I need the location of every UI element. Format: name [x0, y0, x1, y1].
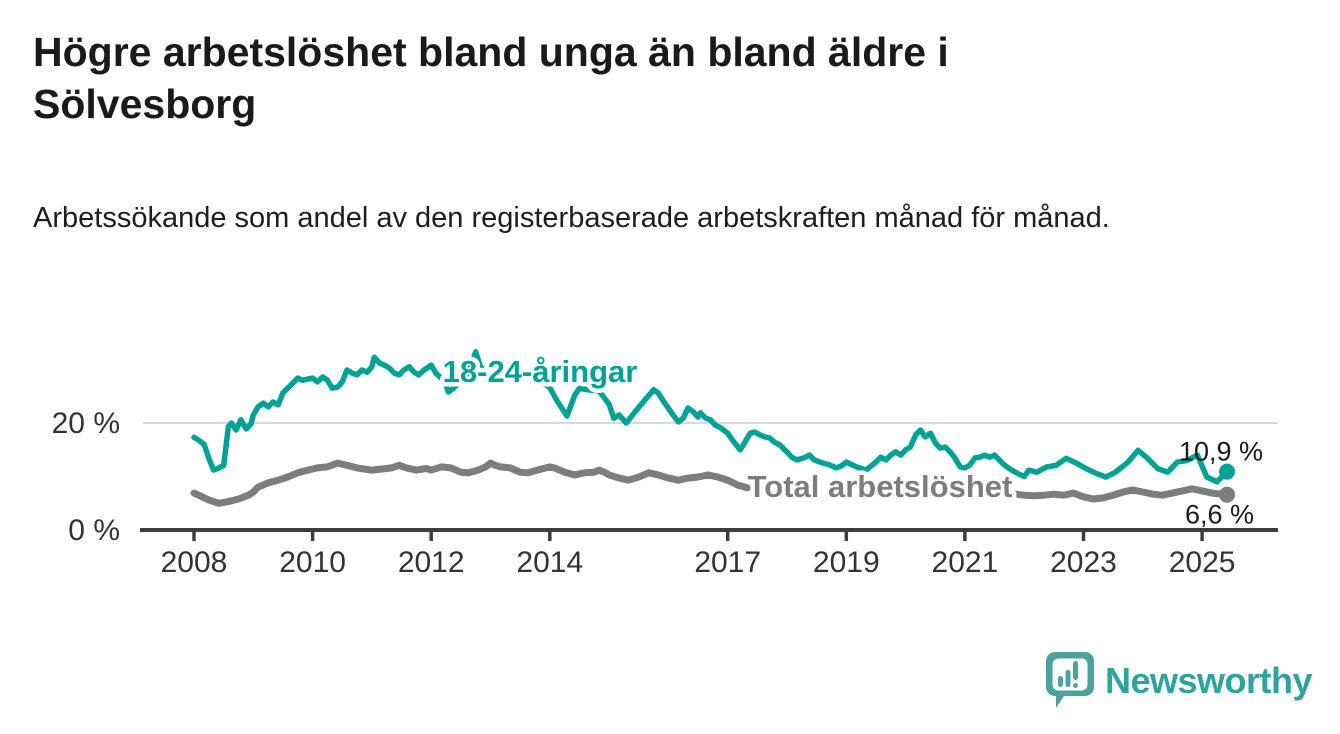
newsworthy-logo: Newsworthy [1045, 652, 1313, 710]
x-axis-tick-label: 2023 [1050, 546, 1117, 579]
page-title: Högre arbetslöshet bland unga än bland ä… [33, 29, 949, 128]
series-label-total: Total arbetslöshet [748, 469, 1013, 504]
axes: 2008 2010 2012 2014 2017 2019 2021 2023 2025 0 % 2… [52, 407, 1278, 579]
y-axis-tick-label: 0 % [68, 514, 120, 547]
series-lines [190, 349, 1231, 507]
y-axis-tick-label: 20 % [52, 407, 120, 440]
x-axis-tick-label: 2008 [161, 546, 228, 579]
x-axis-tick-label: 2012 [398, 546, 465, 579]
brand-name: Newsworthy [1104, 660, 1313, 701]
series-line-0 [191, 349, 1230, 485]
series-end-dots [1219, 463, 1236, 503]
x-axis-tick-label: 2025 [1169, 546, 1236, 579]
series-line-1 [1011, 485, 1231, 503]
series-end-dot-1 [1219, 486, 1236, 503]
speech-bubble-bar-chart-icon [1045, 652, 1094, 708]
end-value-label-youth: 10,9 % [1179, 437, 1263, 467]
series-label-youth: 18-24-åringar [443, 354, 638, 389]
x-axis-tick-label: 2017 [694, 546, 761, 579]
page-subtitle: Arbetssökande som andel av den registerb… [33, 202, 1110, 234]
series-line-1 [190, 459, 751, 507]
x-axis-tick-label: 2019 [813, 546, 880, 579]
x-axis-tick-label: 2021 [932, 546, 999, 579]
end-value-label-total: 6,6 % [1185, 500, 1254, 530]
x-axis-tick-label: 2014 [516, 546, 583, 579]
series-end-dot-0 [1219, 463, 1236, 480]
x-axis-tick-label: 2010 [279, 546, 346, 579]
